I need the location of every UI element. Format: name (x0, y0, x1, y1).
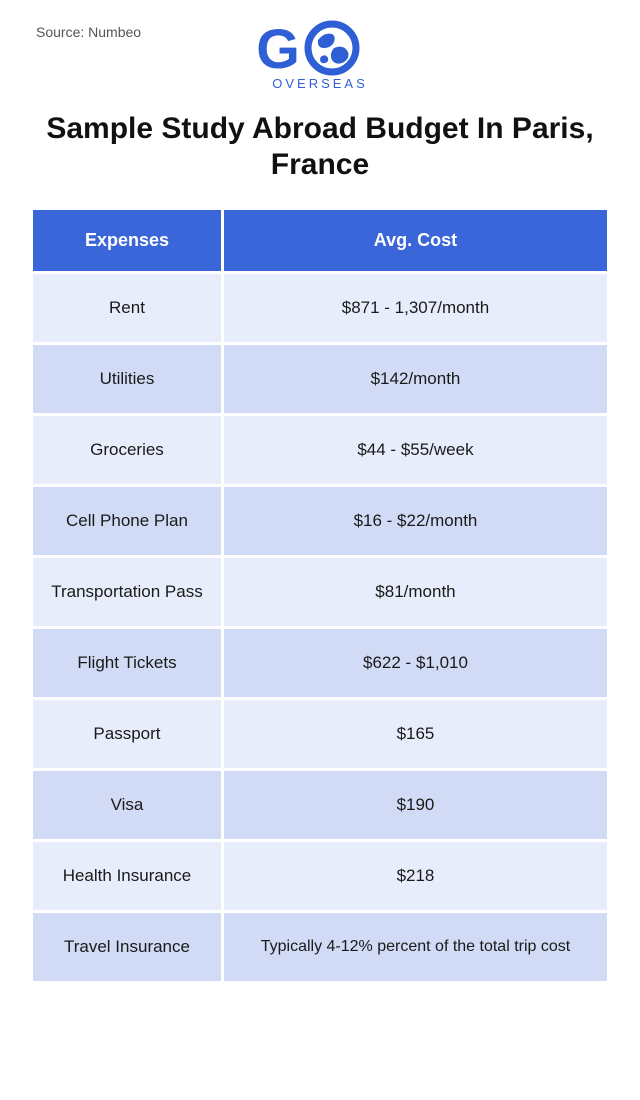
budget-table: Expenses Avg. Cost Rent$871 - 1,307/mont… (30, 207, 610, 984)
col-header-expenses: Expenses (33, 210, 221, 271)
table-row: Flight Tickets$622 - $1,010 (33, 629, 607, 697)
col-header-cost: Avg. Cost (224, 210, 607, 271)
table-row: Cell Phone Plan$16 - $22/month (33, 487, 607, 555)
logo-subtext: OVERSEAS (272, 76, 368, 91)
cell-expense: Flight Tickets (33, 629, 221, 697)
table-row: Travel InsuranceTypically 4-12% percent … (33, 913, 607, 981)
cell-expense: Rent (33, 274, 221, 342)
cell-cost: $142/month (224, 345, 607, 413)
table-row: Passport$165 (33, 700, 607, 768)
cell-cost: $871 - 1,307/month (224, 274, 607, 342)
cell-cost: Typically 4-12% percent of the total tri… (224, 913, 607, 981)
table-row: Groceries$44 - $55/week (33, 416, 607, 484)
source-label: Source: Numbeo (36, 24, 141, 40)
cell-cost: $190 (224, 771, 607, 839)
cell-cost: $81/month (224, 558, 607, 626)
cell-cost: $165 (224, 700, 607, 768)
table-row: Visa$190 (33, 771, 607, 839)
svg-text:G: G (256, 18, 300, 80)
cell-cost: $218 (224, 842, 607, 910)
cell-expense: Transportation Pass (33, 558, 221, 626)
cell-expense: Utilities (33, 345, 221, 413)
cell-expense: Health Insurance (33, 842, 221, 910)
cell-expense: Groceries (33, 416, 221, 484)
cell-expense: Passport (33, 700, 221, 768)
cell-cost: $622 - $1,010 (224, 629, 607, 697)
table-row: Rent$871 - 1,307/month (33, 274, 607, 342)
cell-cost: $16 - $22/month (224, 487, 607, 555)
cell-expense: Cell Phone Plan (33, 487, 221, 555)
table-header-row: Expenses Avg. Cost (33, 210, 607, 271)
table-row: Transportation Pass$81/month (33, 558, 607, 626)
table-row: Utilities$142/month (33, 345, 607, 413)
cell-expense: Visa (33, 771, 221, 839)
cell-expense: Travel Insurance (33, 913, 221, 981)
table-row: Health Insurance$218 (33, 842, 607, 910)
page-title: Sample Study Abroad Budget In Paris, Fra… (30, 111, 610, 183)
cell-cost: $44 - $55/week (224, 416, 607, 484)
